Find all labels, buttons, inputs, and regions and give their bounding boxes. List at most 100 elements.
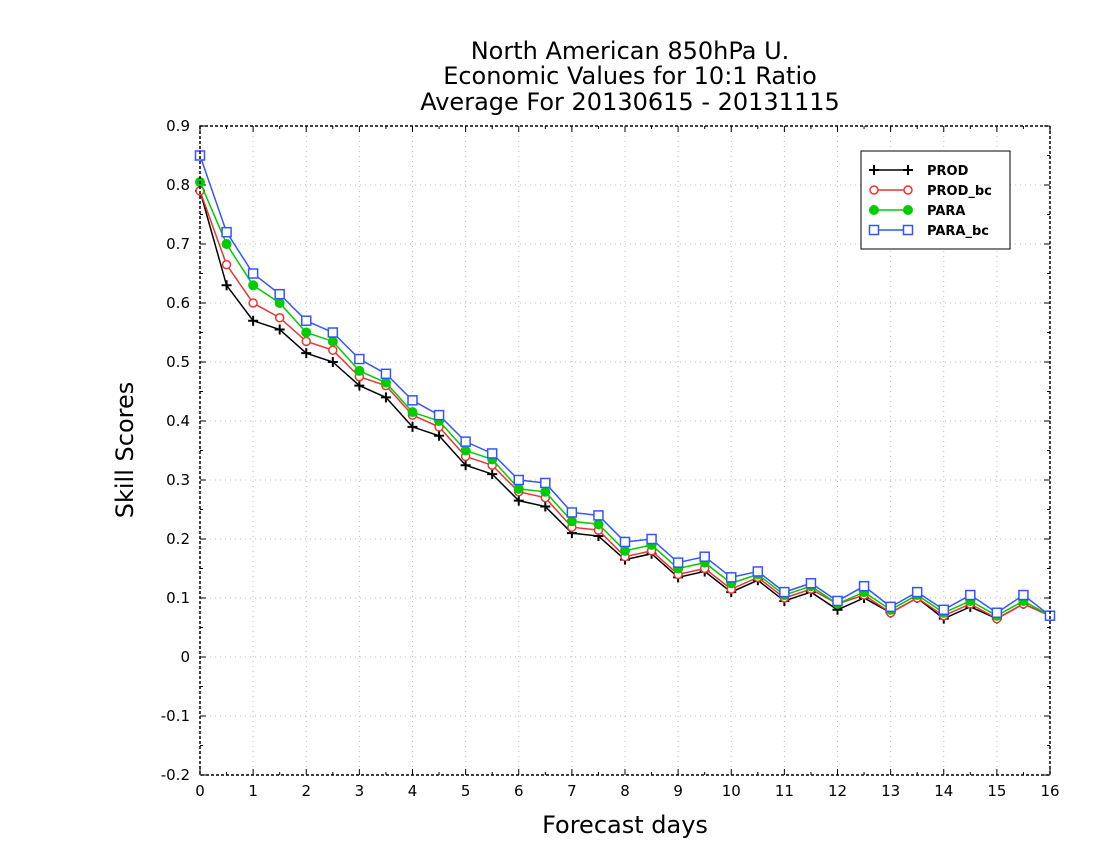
data-point bbox=[221, 280, 232, 291]
x-tick-label: 4 bbox=[408, 782, 418, 800]
series-prod-bc bbox=[195, 186, 1055, 624]
y-tick-label: 0.6 bbox=[166, 294, 190, 312]
x-tick-label: 8 bbox=[620, 782, 630, 800]
data-point bbox=[327, 336, 338, 347]
legend-marker bbox=[903, 205, 913, 215]
chart-title: North American 850hPa U. Economic Values… bbox=[420, 37, 840, 116]
data-point bbox=[380, 392, 391, 403]
data-point bbox=[593, 510, 604, 521]
data-point bbox=[301, 348, 312, 359]
x-tick-label: 15 bbox=[987, 782, 1006, 800]
y-tick-label: 0.2 bbox=[166, 530, 190, 548]
data-point bbox=[965, 589, 976, 601]
data-point bbox=[460, 436, 471, 447]
x-tick-label: 6 bbox=[514, 782, 524, 800]
data-point bbox=[726, 572, 737, 583]
data-point bbox=[247, 268, 259, 279]
legend-item: PROD bbox=[869, 164, 969, 179]
data-point bbox=[434, 430, 445, 441]
title-line-3: Average For 20130615 - 20131115 bbox=[420, 88, 840, 116]
x-tick-label: 3 bbox=[355, 782, 365, 800]
y-tick-label: 0.7 bbox=[166, 235, 190, 253]
legend-marker bbox=[869, 185, 879, 195]
data-point bbox=[354, 380, 365, 391]
data-point bbox=[1018, 589, 1029, 601]
legend-label: PROD_bc bbox=[927, 184, 992, 199]
data-point bbox=[380, 368, 392, 380]
data-point bbox=[354, 365, 365, 376]
y-tick-label: 0 bbox=[180, 648, 190, 666]
x-tick-label: 16 bbox=[1040, 782, 1059, 800]
legend-marker bbox=[868, 224, 880, 236]
title-line-1: North American 850hPa U. bbox=[471, 37, 790, 65]
y-tick-label: 0.8 bbox=[166, 176, 190, 194]
data-point bbox=[433, 409, 445, 421]
data-point bbox=[513, 495, 524, 506]
x-tick-label: 11 bbox=[775, 782, 794, 800]
x-tick-label: 13 bbox=[881, 782, 900, 800]
x-tick-label: 12 bbox=[828, 782, 847, 800]
y-tick-label: 0.5 bbox=[166, 353, 190, 371]
data-point bbox=[566, 516, 577, 527]
data-point bbox=[301, 315, 312, 326]
data-point bbox=[221, 239, 232, 249]
data-point bbox=[858, 580, 870, 592]
data-point bbox=[407, 395, 418, 406]
data-point bbox=[885, 601, 896, 613]
data-point bbox=[486, 448, 498, 459]
data-point bbox=[248, 298, 258, 308]
data-point bbox=[487, 469, 498, 480]
legend-item: PROD_bc bbox=[869, 184, 992, 199]
legend-item: PARA bbox=[869, 204, 965, 219]
data-point bbox=[274, 324, 285, 335]
data-point bbox=[274, 313, 285, 323]
data-point bbox=[540, 501, 551, 512]
y-tick-label: 0.9 bbox=[166, 117, 190, 135]
plot-frame bbox=[199, 125, 1051, 776]
legend-label: PROD bbox=[927, 164, 969, 179]
y-tick-label: 0.1 bbox=[166, 589, 190, 607]
legend-marker bbox=[869, 165, 879, 175]
data-point bbox=[593, 519, 604, 530]
data-point bbox=[248, 315, 259, 326]
title-line-2: Economic Values for 10:1 Ratio bbox=[443, 62, 817, 90]
data-point bbox=[407, 421, 418, 432]
data-point bbox=[779, 586, 790, 598]
data-point bbox=[699, 551, 710, 562]
legend-marker bbox=[903, 185, 913, 195]
x-tick-label: 1 bbox=[248, 782, 258, 800]
data-point bbox=[620, 545, 630, 556]
data-point bbox=[327, 357, 338, 367]
legend-box bbox=[860, 150, 1011, 250]
x-tick-label: 14 bbox=[934, 782, 953, 800]
x-tick-label: 2 bbox=[301, 782, 311, 800]
data-point bbox=[380, 377, 391, 388]
data-series bbox=[194, 150, 1056, 624]
data-point bbox=[938, 604, 949, 616]
data-point bbox=[752, 566, 764, 577]
x-tick-label: 9 bbox=[673, 782, 683, 800]
data-point bbox=[301, 336, 311, 347]
data-point bbox=[991, 607, 1003, 618]
legend-label: PARA_bc bbox=[927, 224, 989, 239]
data-point bbox=[805, 578, 817, 589]
x-tick-label: 7 bbox=[567, 782, 577, 800]
data-point bbox=[328, 345, 338, 355]
data-point bbox=[540, 486, 551, 497]
x-tick-label: 5 bbox=[461, 782, 471, 800]
data-point bbox=[460, 445, 471, 456]
y-axis-title: Skill Scores bbox=[111, 382, 139, 519]
data-point bbox=[513, 483, 524, 494]
y-tick-label: 0.3 bbox=[166, 471, 190, 489]
data-point bbox=[672, 557, 684, 568]
data-point bbox=[327, 327, 339, 338]
y-tick-label: 0.4 bbox=[166, 412, 190, 430]
data-point bbox=[911, 586, 923, 598]
data-point bbox=[619, 536, 631, 548]
series-para-bc bbox=[194, 150, 1056, 621]
data-point bbox=[221, 259, 232, 270]
data-point bbox=[566, 507, 578, 518]
data-point bbox=[460, 460, 471, 471]
data-point bbox=[248, 280, 259, 291]
